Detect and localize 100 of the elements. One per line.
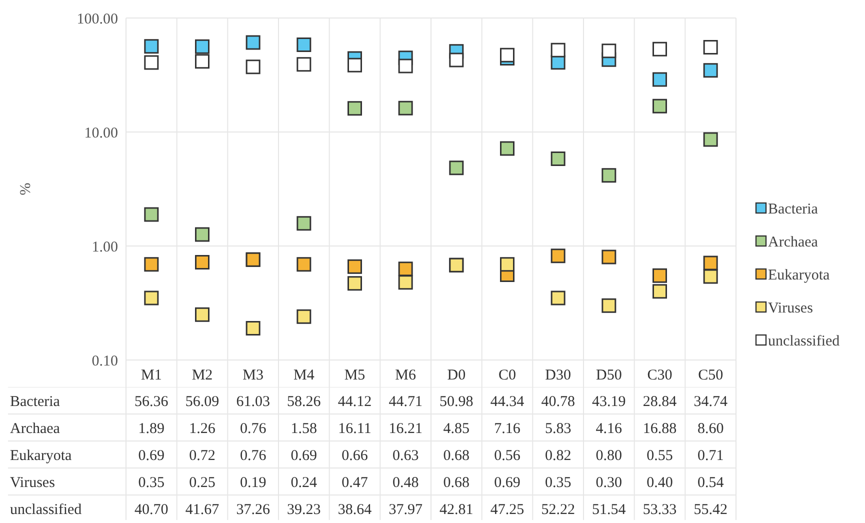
data-label: 0.80: [596, 448, 622, 464]
data-label: 44.12: [338, 394, 372, 410]
data-label: 16.88: [642, 420, 677, 437]
data-label: 44.34: [490, 394, 525, 410]
text: Viruses: [10, 474, 55, 491]
data-label: 56.09: [185, 394, 220, 410]
legend-label: unclassified: [768, 333, 840, 350]
legend-label: Eukaryota: [768, 267, 830, 284]
x-tick-label: M1: [140, 367, 162, 384]
data-label: 0.47: [342, 474, 368, 491]
data-label: 0.63: [392, 448, 419, 464]
data-label: 0.35: [138, 474, 165, 491]
point: [398, 100, 413, 116]
x-tick-label: M2: [192, 367, 213, 384]
data-label: 43.19: [592, 394, 626, 410]
x-tick-label: D50: [596, 367, 622, 384]
data-label: 1.89: [138, 420, 165, 437]
text: Archaea: [10, 420, 60, 437]
point: [602, 168, 616, 183]
data-label: 39.23: [287, 502, 321, 518]
data-label: 41.67: [185, 502, 220, 518]
data-label: 55.42: [694, 502, 728, 518]
point: [449, 52, 464, 68]
x-tick-label: M6: [395, 367, 416, 384]
point: [500, 257, 514, 272]
point: [550, 151, 566, 166]
y-axis-title: %: [18, 182, 34, 196]
y-tick-label: 100.00: [76, 11, 118, 28]
point: [652, 72, 667, 87]
data-label: 0.69: [290, 448, 318, 464]
point: [602, 250, 616, 264]
data-label: 40.78: [541, 394, 575, 410]
legend-label: Archaea: [768, 234, 818, 250]
point: [703, 256, 718, 270]
x-tick-label: M4: [293, 367, 315, 384]
data-label: 0.40: [646, 474, 673, 491]
data-label: 40.70: [134, 502, 168, 518]
data-label: 7.16: [494, 420, 521, 437]
data-label: 0.72: [189, 448, 216, 464]
data-label: 42.81: [440, 502, 474, 518]
y-tick-label: 10.00: [84, 125, 118, 142]
point: [703, 269, 718, 284]
data-label: 8.60: [697, 420, 724, 437]
data-label: 44.71: [388, 394, 422, 410]
data-label: 5.83: [544, 420, 572, 437]
point: [246, 35, 260, 50]
data-label: 1.26: [189, 420, 216, 437]
point: [144, 257, 159, 272]
data-label: 0.76: [240, 420, 267, 437]
point: [500, 141, 514, 156]
y-tick-label: 1.00: [92, 239, 118, 256]
text: unclassified: [10, 502, 82, 518]
data-label: 0.76: [240, 448, 267, 464]
data-label: 0.82: [544, 448, 572, 464]
point: [296, 309, 312, 324]
point: [296, 57, 312, 72]
point: [652, 284, 667, 299]
data-label: 0.69: [494, 474, 520, 491]
data-label: 0.56: [494, 448, 521, 464]
x-tick-label: C0: [498, 367, 516, 384]
data-label: 0.68: [443, 448, 470, 464]
data-label: 0.69: [138, 448, 165, 464]
data-label: 0.68: [443, 474, 470, 491]
data-label: 0.55: [646, 448, 673, 464]
point: [144, 207, 159, 222]
point: [195, 307, 210, 322]
text: Bacteria: [10, 394, 60, 410]
data-label: 37.26: [236, 502, 270, 518]
point: [602, 298, 616, 313]
point: [246, 320, 260, 336]
x-tick-label: D0: [447, 367, 466, 384]
x-tick-label: C50: [698, 367, 724, 384]
point: [296, 257, 312, 272]
y-tick-label: 0.10: [92, 353, 118, 370]
point: [652, 98, 667, 114]
data-label: 61.03: [236, 394, 270, 410]
point: [398, 58, 413, 74]
point: [398, 275, 413, 290]
point: [348, 101, 362, 116]
point: [296, 38, 312, 52]
data-label: 0.24: [290, 474, 318, 491]
data-label: 34.74: [694, 394, 728, 410]
data-label: 53.33: [642, 502, 677, 518]
point: [296, 216, 312, 231]
data-label: 58.26: [287, 394, 322, 410]
data-label: 51.54: [592, 502, 626, 518]
point: [195, 39, 210, 54]
point: [602, 44, 616, 58]
point: [550, 248, 566, 264]
data-label: 16.21: [388, 420, 422, 437]
data-label: 0.71: [697, 448, 724, 464]
point: [348, 276, 362, 291]
data-label: 0.30: [596, 474, 622, 491]
data-label: 0.19: [240, 474, 266, 491]
data-label: 0.66: [342, 448, 368, 464]
data-label: 16.11: [338, 420, 372, 437]
x-tick-label: M5: [344, 367, 366, 384]
data-label: 50.98: [440, 394, 474, 410]
data-label: 1.58: [290, 420, 318, 437]
legend-label: Viruses: [768, 300, 814, 316]
